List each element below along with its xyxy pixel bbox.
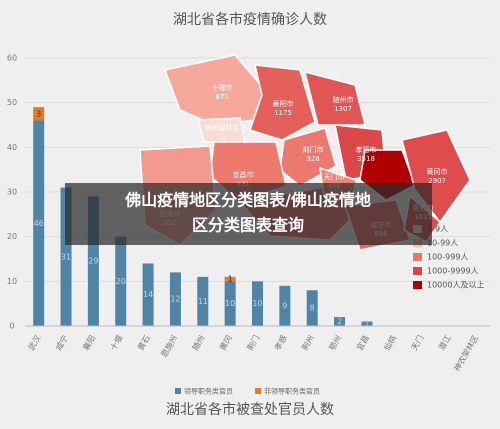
region [303,70,366,126]
data-label: 20 [116,277,126,286]
data-label: 12 [170,295,180,304]
data-label: 10 [225,299,235,308]
x-tick-label: 咸宁 [53,333,70,352]
data-label: 1 [364,319,369,328]
y-tick-label: 40 [7,143,17,152]
bar [60,187,72,326]
legend-label: 1000-9999人 [427,267,479,276]
bar [87,196,99,326]
region-value: 2907 [428,177,446,185]
x-tick-label: 黄冈 [217,333,234,352]
data-label: 1 [228,275,233,284]
banner-bg [65,183,432,245]
data-label: 31 [61,252,71,261]
region-name: 十堰市 [212,83,233,92]
region-name: 孝感市 [356,145,377,154]
y-tick-label: 10 [7,277,17,286]
x-tick-label: 荆州 [299,333,316,352]
data-label: 14 [143,290,153,299]
x-tick-label: 十堰 [108,333,125,352]
y-tick-label: 0 [9,322,14,331]
region-value: 11 [218,133,227,141]
x-tick-label: 宜昌 [354,333,371,352]
region-name: 襄阳市 [273,99,294,108]
y-tick-label: 30 [7,188,17,197]
region-name: 黄冈市 [427,167,448,176]
banner-text: 佛山疫情地区分类图表/佛山疫情地 [124,191,371,210]
legend-swatch [255,388,261,394]
bar [33,120,45,327]
data-label: 2 [337,317,342,326]
data-label: 46 [34,219,44,228]
legend-label: 100-999人 [427,253,468,262]
data-label: 11 [198,297,208,306]
x-tick-label: 襄阳 [81,333,98,352]
region-value: 3518 [357,155,375,163]
x-tick-label: 鄂州 [328,334,344,352]
region-value: 928 [306,155,319,163]
legend-swatch [175,388,181,394]
region-name: 神农架林区 [205,123,240,132]
data-label: 8 [310,304,315,313]
data-label: 3 [36,109,41,118]
region [401,129,471,224]
map-title: 湖北省各市疫情确诊人数 [173,11,327,28]
region-value: 672 [215,93,228,101]
y-tick-label: 60 [7,54,17,63]
region-name: 荆门市 [303,145,324,154]
legend-label: 1-9人 [427,225,448,234]
x-tick-label: 仙桃 [382,333,399,352]
legend-swatch [413,267,422,275]
x-tick-label: 恩施州 [159,333,180,359]
legend-swatch [413,281,422,289]
x-tick-label: 天门 [409,333,426,352]
legend-label: 领导职务类官员 [184,387,233,396]
bar [142,263,154,326]
bar [33,107,45,121]
bar [252,281,263,326]
bar [334,317,346,326]
banner-text: 区分类图表查询 [192,216,304,235]
x-tick-label: 荆门 [245,333,262,352]
region [249,64,316,141]
bar [224,281,236,326]
x-tick-label: 潜江 [436,333,453,352]
bar [115,236,127,326]
x-tick-label: 神农架林区 [452,333,481,373]
legend-label: 10-99人 [427,239,458,248]
region-value: 1175 [274,109,292,117]
bar [361,321,373,326]
bar [169,272,181,326]
x-tick-label: 黄石 [135,333,152,352]
chart-title: 湖北省各市被查处官员人数 [166,401,334,418]
region-name: 随州市 [333,95,354,104]
bar [306,290,318,326]
region-name: 天门市 [324,172,345,181]
x-tick-label: 随州 [190,333,207,352]
y-tick-label: 20 [7,232,17,241]
data-label: 29 [88,257,98,266]
y-tick-label: 50 [7,98,17,107]
data-label: 10 [252,299,262,308]
bar [224,276,236,282]
bar [197,276,209,326]
banner: 佛山疫情地区分类图表/佛山疫情地 区分类图表查询 [65,183,432,245]
data-label: 9 [282,301,287,310]
x-tick-label: 孝感 [272,333,289,352]
x-tick-label: 武汉 [26,333,43,352]
legend-swatch [413,253,422,261]
region-value: 1307 [334,105,352,113]
legend-label: 10000人及以上 [427,281,484,290]
bar [279,285,291,326]
region-name: 宜昌市 [233,170,254,179]
legend-label: 非领导职务类官员 [264,387,320,396]
